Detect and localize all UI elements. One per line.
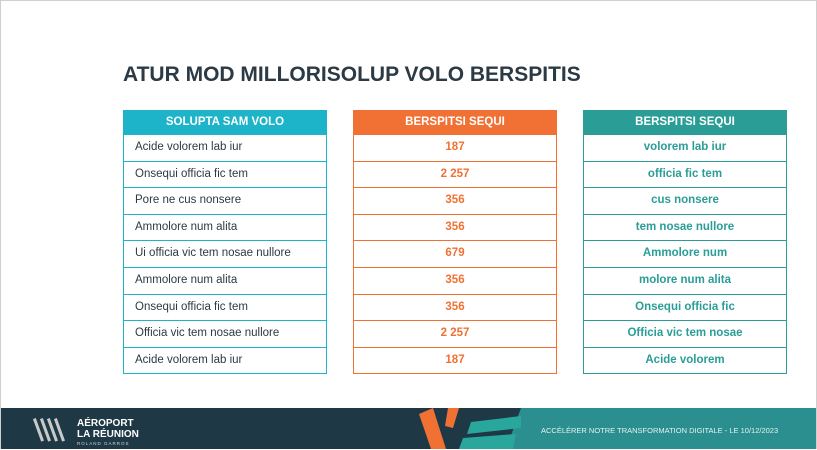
footer-graphics: AÉROPORT LA RÉUNION ROLAND GARROS ACCÉLÉ…: [1, 408, 816, 449]
table-cell: Acide volorem: [583, 348, 787, 375]
table-cell: Ammolore num: [583, 241, 787, 268]
footer: AÉROPORT LA RÉUNION ROLAND GARROS ACCÉLÉ…: [1, 408, 816, 449]
table-cell: volorem lab iur: [583, 135, 787, 162]
table-cell: 2 257: [353, 162, 557, 189]
slide: ATUR MOD MILLORISOLUP VOLO BERSPITIS AÉR…: [0, 0, 817, 449]
table-cell: Officia vic tem nosae nullore: [123, 321, 327, 348]
footer-text: ACCÉLÉRER NOTRE TRANSFORMATION DIGITALE …: [541, 426, 778, 435]
table-cell: Acide volorem lab iur: [123, 348, 327, 375]
table-cell: Onsequi officia fic: [583, 295, 787, 322]
logo-line: LA RÉUNION: [77, 427, 139, 440]
table-cell: 356: [353, 295, 557, 322]
table-cell: Ui officia vic tem nosae nullore: [123, 241, 327, 268]
table-cell: officia fic tem: [583, 162, 787, 189]
table-cell: 187: [353, 135, 557, 162]
table-cell: tem nosae nullore: [583, 215, 787, 242]
table-cell: Ammolore num alita: [123, 268, 327, 295]
table-cell: 356: [353, 188, 557, 215]
table-cell: Onsequi officia fic tem: [123, 295, 327, 322]
table-cell: 356: [353, 215, 557, 242]
table-header: BERSPITSI SEQUI: [583, 110, 787, 135]
table-cell: 356: [353, 268, 557, 295]
logo-line: AÉROPORT: [77, 416, 134, 429]
table-cell: 2 257: [353, 321, 557, 348]
table-header: BERSPITSI SEQUI: [353, 110, 557, 135]
table-cell: Onsequi officia fic tem: [123, 162, 327, 189]
table-cell: cus nonsere: [583, 188, 787, 215]
table-cell: molore num alita: [583, 268, 787, 295]
table-header: SOLUPTA SAM VOLO: [123, 110, 327, 135]
table-cell: Acide volorem lab iur: [123, 135, 327, 162]
table-cell: Ammolore num alita: [123, 215, 327, 242]
table-cell: Officia vic tem nosae: [583, 321, 787, 348]
table-cell: 187: [353, 348, 557, 375]
table-cell: 679: [353, 241, 557, 268]
logo-line: ROLAND GARROS: [77, 441, 130, 446]
table-cell: Pore ne cus nonsere: [123, 188, 327, 215]
slide-title: ATUR MOD MILLORISOLUP VOLO BERSPITIS: [123, 63, 581, 87]
